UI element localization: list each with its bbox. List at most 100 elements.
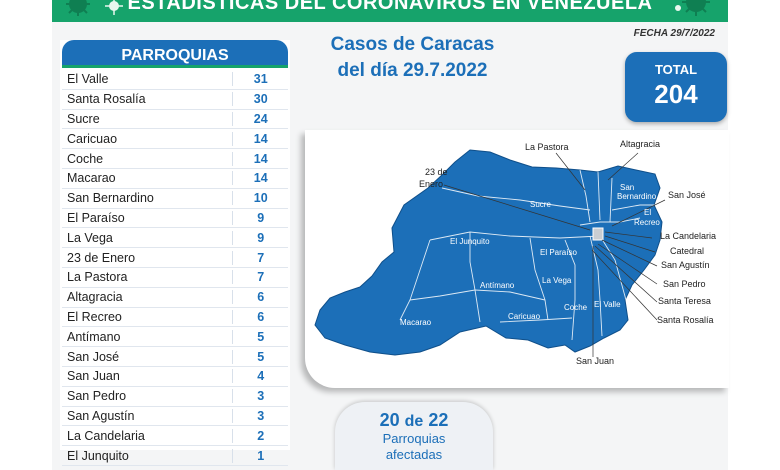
casos-heading: Casos de Caracas del día 29.7.2022 [320,32,505,84]
parroquia-cases: 9 [232,230,288,245]
parroquia-name: San Juan [67,369,120,384]
parroquia-cases: 10 [232,191,288,206]
caracas-map-shape [314,149,663,356]
table-row: El Valle 31 [62,70,288,90]
parroquia-name: Macarao [67,171,116,186]
label-catedral: Catedral [670,246,704,256]
parroquia-cases: 7 [232,250,288,265]
virus-icon [66,0,90,16]
parroquia-name: San José [67,349,120,364]
parroquia-name: 23 de Enero [67,250,136,265]
afectadas-line-2: afectadas [385,447,443,462]
parroquia-name: Coche [67,151,104,166]
parroquia-name: Santa Rosalía [67,92,146,107]
label-san-agustin: San Agustín [661,260,710,270]
casos-line-1: Casos de Caracas [330,34,495,55]
label-23-enero-2: Enero [419,179,443,189]
label-la-vega: La Vega [542,276,572,285]
label-santa-teresa: Santa Teresa [658,296,711,306]
label-la-candelaria: La Candelaria [660,231,716,241]
parroquia-cases: 1 [232,448,288,463]
label-el-recreo-1: El [644,208,651,217]
parroquias-panel [60,40,290,450]
total-value: 204 [654,79,698,109]
parroquia-cases: 5 [232,349,288,364]
parroquia-name: La Vega [67,230,113,245]
casos-line-2: del día 29.7.2022 [337,60,488,81]
parroquia-name: La Candelaria [67,428,145,443]
parroquia-name: Antímano [67,329,121,344]
parroquia-name: El Recreo [67,309,122,324]
parroquia-name: San Pedro [67,389,127,404]
total-label: TOTAL [654,62,698,77]
parroquia-cases: 30 [232,92,288,107]
label-macarao: Macarao [400,318,432,327]
label-el-paraiso: El Paraíso [540,248,577,257]
catedral-marker [592,227,604,241]
label-altagracia: Altagracia [620,139,660,149]
map-panel: La Pastora Altagracia 23 de Enero San Jo… [305,130,729,388]
parroquia-name: San Agustín [67,408,135,423]
parroquia-name: Caricuao [67,131,118,146]
table-row: San José 5 [62,347,288,367]
table-row: San Juan 4 [62,367,288,387]
parroquia-name: El Valle [67,72,109,87]
parroquia-cases: 3 [232,408,288,423]
parroquia-cases: 9 [232,210,288,225]
virus-small-icon [105,0,123,15]
page-title: ESTADÍSTICAS DEL CORONAVIRUS EN VENEZUEL… [127,0,653,14]
parroquia-name: La Pastora [67,270,128,285]
label-caricuao: Caricuao [508,312,541,321]
parroquia-cases: 24 [232,111,288,126]
parroquia-cases: 6 [232,290,288,305]
caracas-map: La Pastora Altagracia 23 de Enero San Jo… [314,139,716,366]
label-santa-rosalia: Santa Rosalía [657,315,714,325]
parroquia-cases: 14 [232,151,288,166]
parroquias-table: El Valle 31 Santa Rosalía 30 Sucre 24 Caricuao… [62,70,288,466]
label-san-bernardino-2: Bernardino [617,192,657,201]
afectadas-of: de [404,413,424,430]
table-row: Altagracia 6 [62,288,288,308]
parroquia-cases: 2 [232,428,288,443]
parroquia-name: El Junquito [67,448,129,463]
parroquia-cases: 14 [232,171,288,186]
label-san-jose: San José [668,190,706,200]
table-row: El Junquito 1 [62,446,288,466]
afectadas-box: 20 de 22 Parroquias afectadas [335,402,493,470]
afectadas-affected: 20 [379,410,400,430]
parroquia-cases: 4 [232,369,288,384]
parroquia-cases: 7 [232,270,288,285]
report-date: FECHA 29/7/2022 [633,28,715,39]
afectadas-total: 22 [428,410,449,430]
table-row: La Candelaria 2 [62,426,288,447]
label-san-pedro: San Pedro [663,279,706,289]
table-row: San Pedro 3 [62,387,288,407]
parroquia-name: El Paraíso [67,210,125,225]
label-la-pastora: La Pastora [525,142,569,152]
table-row: Macarao 14 [62,169,288,189]
table-row: La Pastora 7 [62,268,288,288]
table-row: Caricuao 14 [62,129,288,150]
table-row: San Agustín 3 [62,407,288,427]
header-banner: ESTADÍSTICAS DEL CORONAVIRUS EN VENEZUEL… [52,0,728,22]
afectadas-count: 20 de 22 [335,410,493,431]
label-coche: Coche [564,303,588,312]
label-san-bernardino-1: San [620,183,634,192]
parroquia-name: Altagracia [67,290,123,305]
label-el-recreo-2: Recreo [634,218,660,227]
parroquia-cases: 6 [232,309,288,324]
table-row: San Bernardino 10 [62,189,288,209]
parroquia-cases: 5 [232,329,288,344]
label-el-junquito: El Junquito [450,237,490,246]
table-row: Santa Rosalía 30 [62,90,288,110]
table-row: El Recreo 6 [62,308,288,328]
parroquia-cases: 14 [232,131,288,146]
table-row: Sucre 24 [62,110,288,130]
table-row: 23 de Enero 7 [62,248,288,268]
label-antimano: Antímano [480,281,515,290]
label-el-valle: El Valle [594,300,621,309]
label-san-juan: San Juan [576,356,614,366]
afectadas-line-1: Parroquias [382,431,446,446]
table-row: La Vega 9 [62,228,288,249]
total-box: TOTAL 204 [625,52,727,122]
